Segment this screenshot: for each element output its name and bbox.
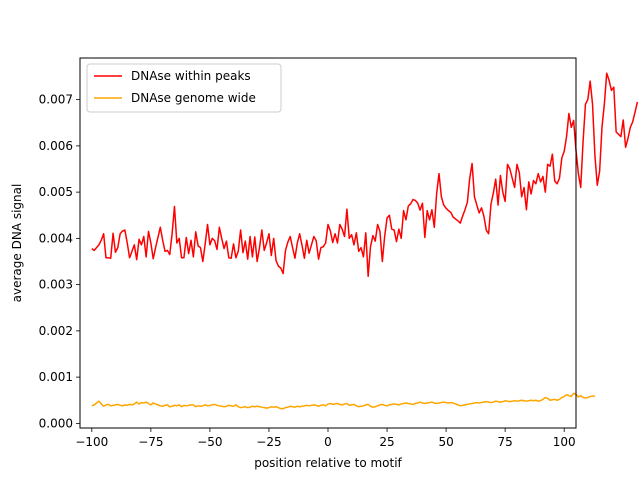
y-tick-label: 0.004 (39, 231, 73, 245)
legend: DNAse within peaks DNAse genome wide (86, 63, 282, 113)
y-tick-label: 0.007 (39, 93, 73, 107)
y-tick-label: 0.005 (39, 185, 73, 199)
y-axis: 0.000 0.001 0.002 0.003 0.004 0.005 0.006 0.007 (39, 93, 80, 430)
x-tick-label: 75 (498, 435, 513, 449)
y-tick-label: 0.000 (39, 416, 73, 430)
y-tick-label: 0.002 (39, 324, 73, 338)
x-tick-label: 100 (553, 435, 576, 449)
y-tick-label: 0.001 (39, 370, 73, 384)
y-tick-label: 0.006 (39, 139, 73, 153)
x-tick-label: 25 (379, 435, 394, 449)
x-tick-label: −75 (138, 435, 163, 449)
series-layer (91, 72, 639, 410)
y-axis-label: average DNA signal (10, 184, 24, 303)
y-tick-label: 0.003 (39, 278, 73, 292)
x-axis-label: position relative to motif (254, 456, 402, 470)
series-line-1 (91, 392, 595, 410)
x-axis: −100 −75 −50 −25 0 25 50 75 100 (75, 428, 576, 449)
series-line-0 (91, 72, 639, 278)
legend-box (86, 63, 282, 113)
x-tick-label: 50 (438, 435, 453, 449)
x-tick-label: 0 (324, 435, 332, 449)
legend-label: DNAse genome wide (131, 91, 256, 105)
x-tick-label: −50 (197, 435, 222, 449)
x-tick-label: −25 (256, 435, 281, 449)
x-tick-label: −100 (75, 435, 108, 449)
legend-label: DNAse within peaks (131, 69, 251, 83)
